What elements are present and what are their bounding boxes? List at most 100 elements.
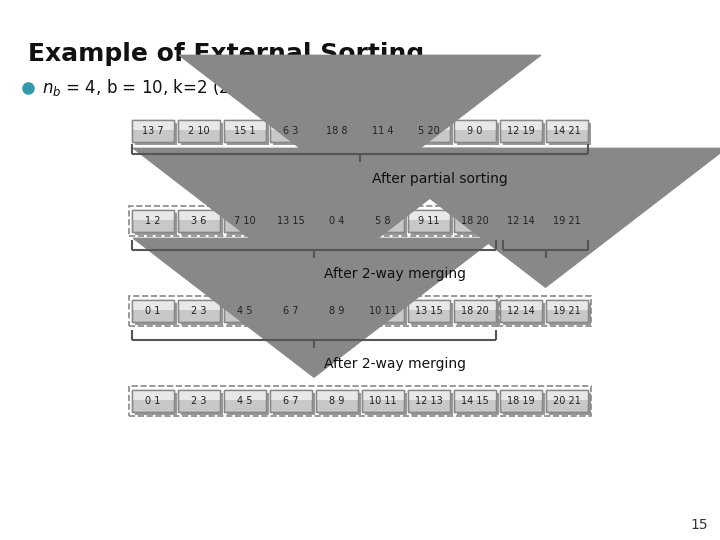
Text: 12 19: 12 19 xyxy=(507,126,535,136)
FancyBboxPatch shape xyxy=(457,303,499,325)
FancyBboxPatch shape xyxy=(408,300,450,322)
FancyBboxPatch shape xyxy=(362,120,404,142)
FancyBboxPatch shape xyxy=(362,390,404,412)
FancyBboxPatch shape xyxy=(316,390,358,400)
Text: 13 7: 13 7 xyxy=(142,126,164,136)
FancyBboxPatch shape xyxy=(503,123,545,145)
FancyBboxPatch shape xyxy=(178,120,220,130)
FancyBboxPatch shape xyxy=(546,300,588,310)
FancyBboxPatch shape xyxy=(408,210,450,232)
Text: 8 9: 8 9 xyxy=(329,306,345,316)
Text: 6 3: 6 3 xyxy=(283,126,299,136)
Text: 5 20: 5 20 xyxy=(418,126,440,136)
Text: 18 8: 18 8 xyxy=(326,126,348,136)
FancyBboxPatch shape xyxy=(319,213,361,235)
FancyBboxPatch shape xyxy=(549,303,591,325)
Text: 10 11: 10 11 xyxy=(369,396,397,406)
FancyBboxPatch shape xyxy=(500,210,542,220)
FancyBboxPatch shape xyxy=(408,300,450,310)
Text: 15 1: 15 1 xyxy=(234,126,256,136)
FancyBboxPatch shape xyxy=(181,123,223,145)
Text: 2 3: 2 3 xyxy=(192,396,207,406)
FancyBboxPatch shape xyxy=(454,390,496,412)
FancyBboxPatch shape xyxy=(224,390,266,400)
Text: $n_b$ = 4, b = 10, k=2 (2-way merging):: $n_b$ = 4, b = 10, k=2 (2-way merging): xyxy=(42,77,356,99)
FancyBboxPatch shape xyxy=(273,303,315,325)
Text: 8 9: 8 9 xyxy=(329,396,345,406)
FancyBboxPatch shape xyxy=(132,210,174,232)
FancyBboxPatch shape xyxy=(224,390,266,412)
FancyBboxPatch shape xyxy=(457,123,499,145)
FancyBboxPatch shape xyxy=(503,303,545,325)
FancyBboxPatch shape xyxy=(270,300,312,310)
Text: 9 0: 9 0 xyxy=(467,126,482,136)
FancyBboxPatch shape xyxy=(224,210,266,232)
FancyBboxPatch shape xyxy=(319,393,361,415)
FancyBboxPatch shape xyxy=(503,393,545,415)
Text: 9 11: 9 11 xyxy=(418,216,440,226)
FancyBboxPatch shape xyxy=(546,390,588,400)
FancyBboxPatch shape xyxy=(411,123,453,145)
FancyBboxPatch shape xyxy=(362,120,404,130)
FancyBboxPatch shape xyxy=(132,120,174,142)
Text: 6 7: 6 7 xyxy=(283,306,299,316)
FancyBboxPatch shape xyxy=(454,120,496,130)
Text: After partial sorting: After partial sorting xyxy=(372,172,508,186)
FancyBboxPatch shape xyxy=(500,300,542,322)
FancyBboxPatch shape xyxy=(411,303,453,325)
Text: 5 8: 5 8 xyxy=(375,216,391,226)
FancyBboxPatch shape xyxy=(546,120,588,142)
Text: 13 15: 13 15 xyxy=(415,306,443,316)
Text: After 2-way merging: After 2-way merging xyxy=(324,267,466,281)
FancyBboxPatch shape xyxy=(270,120,312,142)
FancyBboxPatch shape xyxy=(365,393,407,415)
FancyBboxPatch shape xyxy=(132,300,174,310)
FancyBboxPatch shape xyxy=(454,210,496,232)
FancyBboxPatch shape xyxy=(411,213,453,235)
FancyBboxPatch shape xyxy=(362,210,404,220)
FancyBboxPatch shape xyxy=(270,120,312,130)
Text: 12 14: 12 14 xyxy=(507,306,535,316)
Text: 4 5: 4 5 xyxy=(238,396,253,406)
FancyBboxPatch shape xyxy=(132,300,174,322)
Bar xyxy=(497,206,591,236)
FancyBboxPatch shape xyxy=(546,210,588,220)
FancyBboxPatch shape xyxy=(546,120,588,130)
FancyBboxPatch shape xyxy=(178,210,220,220)
FancyBboxPatch shape xyxy=(365,303,407,325)
FancyBboxPatch shape xyxy=(270,210,312,232)
Text: 7 10: 7 10 xyxy=(234,216,256,226)
Text: 11 4: 11 4 xyxy=(372,126,394,136)
FancyBboxPatch shape xyxy=(365,123,407,145)
FancyBboxPatch shape xyxy=(227,213,269,235)
Bar xyxy=(129,296,499,326)
FancyBboxPatch shape xyxy=(178,390,220,400)
FancyBboxPatch shape xyxy=(224,210,266,220)
FancyBboxPatch shape xyxy=(132,210,174,220)
FancyBboxPatch shape xyxy=(316,300,358,322)
Text: 19 21: 19 21 xyxy=(553,216,581,226)
FancyBboxPatch shape xyxy=(457,213,499,235)
FancyBboxPatch shape xyxy=(500,390,542,400)
FancyBboxPatch shape xyxy=(457,393,499,415)
Text: After 2-way merging: After 2-way merging xyxy=(324,357,466,371)
FancyBboxPatch shape xyxy=(454,390,496,400)
Bar xyxy=(313,206,499,236)
FancyBboxPatch shape xyxy=(273,393,315,415)
FancyBboxPatch shape xyxy=(270,210,312,220)
Text: 3 6: 3 6 xyxy=(192,216,207,226)
Text: 18 20: 18 20 xyxy=(461,306,489,316)
Text: 6 7: 6 7 xyxy=(283,396,299,406)
Text: 4 5: 4 5 xyxy=(238,306,253,316)
Bar xyxy=(497,296,591,326)
Text: 2 3: 2 3 xyxy=(192,306,207,316)
FancyBboxPatch shape xyxy=(224,120,266,130)
FancyBboxPatch shape xyxy=(270,390,312,412)
FancyBboxPatch shape xyxy=(181,303,223,325)
Text: 10 11: 10 11 xyxy=(369,306,397,316)
FancyBboxPatch shape xyxy=(503,213,545,235)
FancyBboxPatch shape xyxy=(316,120,358,142)
FancyBboxPatch shape xyxy=(408,120,450,142)
FancyBboxPatch shape xyxy=(178,300,220,322)
FancyBboxPatch shape xyxy=(181,393,223,415)
